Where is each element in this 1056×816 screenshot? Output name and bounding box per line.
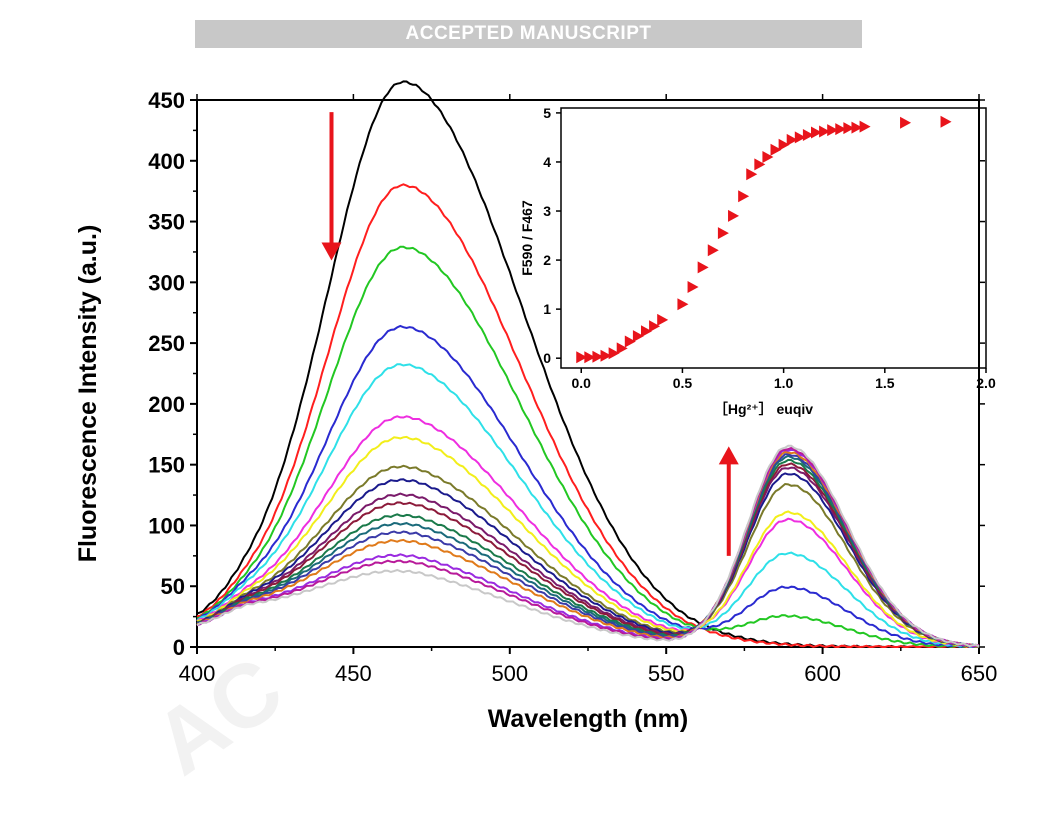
data-point [851, 121, 863, 134]
data-point [762, 151, 774, 164]
data-point [827, 124, 839, 137]
spectrum-line [196, 444, 980, 648]
data-point [940, 115, 952, 128]
data-point [657, 313, 669, 326]
data-point [697, 261, 709, 274]
y-tick-label: 450 [148, 88, 185, 113]
inset-y-tick-label: 3 [543, 203, 551, 219]
inset-frame [560, 107, 987, 369]
data-point [616, 342, 628, 355]
y-tick-label: 400 [148, 149, 185, 174]
data-point [746, 168, 758, 181]
y-tick-label: 350 [148, 210, 185, 235]
data-point [900, 116, 912, 129]
x-axis-title: Wavelength (nm) [488, 705, 688, 733]
spectrum-line [196, 450, 980, 648]
x-tick-label: 400 [179, 661, 216, 686]
data-point [600, 349, 612, 362]
inset-y-tick-label: 2 [543, 252, 551, 268]
data-point [802, 128, 814, 141]
data-point [843, 122, 855, 135]
data-point [576, 351, 588, 364]
inset-x-tick-label: 2.0 [976, 375, 996, 391]
spectrum-line [196, 472, 980, 648]
data-point [677, 298, 689, 311]
data-point [819, 125, 831, 138]
x-tick-label: 500 [491, 661, 528, 686]
x-tick-label: 450 [335, 661, 372, 686]
data-point [592, 350, 604, 363]
data-point [717, 227, 729, 240]
data-point [624, 335, 636, 348]
spectrum-line [196, 324, 980, 649]
main-axes: 400 450 500 550 600 6500501001502002503003504… [74, 88, 997, 733]
data-point [794, 131, 806, 144]
data-point [707, 244, 719, 257]
spectrum-line [196, 415, 980, 648]
spectrum-line [196, 245, 980, 649]
data-point [608, 347, 620, 360]
inset-x-tick-label: 1.5 [875, 375, 895, 391]
spectrum-line [196, 435, 980, 648]
spectrum-line [196, 466, 980, 648]
inset-y-tick-label: 0 [543, 350, 551, 366]
inset-x-title: ［Hg²⁺］ euqiv [714, 401, 813, 417]
inset-y-tick-label: 1 [543, 301, 551, 317]
y-tick-label: 0 [173, 635, 185, 660]
inset-x-tick-label: 0.5 [673, 375, 693, 391]
accepted-manuscript-banner: ACCEPTED MANUSCRIPT [195, 20, 862, 48]
data-point [632, 330, 644, 343]
data-point [770, 143, 782, 156]
spectrum-line [196, 183, 980, 649]
arrow-up-icon [718, 446, 739, 465]
inset-chart: 0.0 0.5 1.0 1.5 2.0 0 1 2 3 4 5 ［Hg²⁺］ euqiv F590 / … [519, 105, 996, 417]
inset-y-tick-label: 4 [543, 154, 551, 170]
data-point [584, 351, 596, 364]
x-tick-label: 600 [804, 661, 841, 686]
data-point [778, 138, 790, 151]
spectrum-line [196, 363, 980, 649]
data-point [649, 320, 661, 333]
inset-x-tick-label: 0.0 [572, 375, 592, 391]
y-axis-title: Fluorescence Intensity (a.u.) [74, 225, 102, 563]
x-tick-label: 650 [961, 661, 998, 686]
y-tick-label: 200 [148, 392, 185, 417]
data-point [738, 190, 750, 203]
x-tick-label: 550 [648, 661, 685, 686]
spectrum-line [196, 464, 980, 648]
data-point [728, 209, 740, 222]
data-point [754, 158, 766, 171]
data-point [641, 325, 652, 338]
main-series [196, 80, 980, 649]
y-tick-label: 50 [161, 574, 185, 599]
data-point [811, 126, 822, 139]
arrow-down-icon [321, 242, 342, 261]
inset-x-tick-label: 1.0 [774, 375, 794, 391]
y-tick-label: 300 [148, 270, 185, 295]
main-annotations [321, 112, 739, 556]
data-point [687, 281, 699, 294]
data-point [786, 133, 798, 146]
y-tick-label: 250 [148, 331, 185, 356]
data-point [835, 123, 847, 136]
inset-y-tick-label: 5 [543, 105, 551, 121]
y-tick-label: 150 [148, 453, 185, 478]
y-tick-label: 100 [148, 513, 185, 538]
data-point [859, 120, 871, 133]
inset-y-title: F590 / F467 [519, 200, 535, 276]
